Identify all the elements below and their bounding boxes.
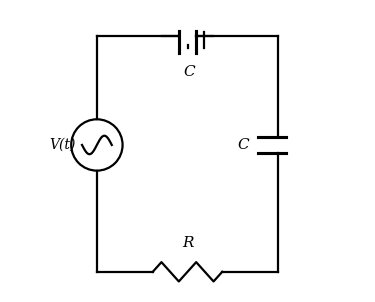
Text: R: R bbox=[182, 236, 193, 250]
Text: V(t): V(t) bbox=[49, 138, 75, 152]
Text: C: C bbox=[237, 138, 249, 152]
Text: C: C bbox=[183, 66, 195, 79]
